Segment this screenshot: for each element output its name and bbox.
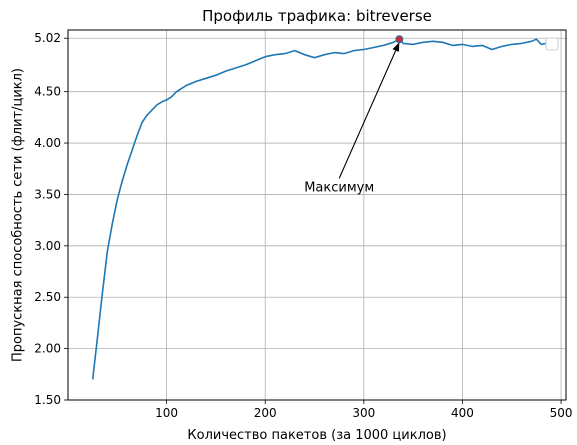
x-tick-label: 500	[550, 406, 573, 420]
y-tick-label: 4.50	[34, 85, 61, 99]
plot-frame	[67, 29, 567, 401]
y-axis-label: Пропускная способность сети (флит/цикл)	[11, 68, 26, 362]
chart-title: Профиль трафика: bitreverse	[202, 7, 432, 25]
y-tick-label: 4.00	[34, 136, 61, 150]
y-axis-ticks: 1.50 2.00 2.50 3.00 3.50 4.00 4.50 5.02	[34, 31, 68, 407]
annotation-arrowhead	[392, 42, 400, 52]
maximum-marker	[395, 35, 404, 44]
y-tick-label: 3.00	[34, 239, 61, 253]
x-axis-label: Количество пакетов (за 1000 циклов)	[187, 428, 446, 443]
x-axis-ticks: 100 200 300 400 500	[155, 400, 573, 420]
annotation-label: Максимум	[304, 180, 374, 195]
throughput-line	[91, 38, 547, 380]
legend-box	[545, 37, 559, 51]
y-tick-label: 2.00	[34, 342, 61, 356]
grid-lines	[68, 30, 566, 401]
annotation-arrow	[338, 50, 397, 179]
y-tick-label: 2.50	[34, 290, 61, 304]
x-tick-label: 100	[155, 406, 178, 420]
x-tick-label: 200	[254, 406, 277, 420]
y-tick-label: 1.50	[34, 393, 61, 407]
x-tick-label: 400	[451, 406, 474, 420]
x-tick-label: 300	[352, 406, 375, 420]
y-tick-label: 3.50	[34, 187, 61, 201]
y-tick-label: 5.02	[34, 31, 61, 45]
